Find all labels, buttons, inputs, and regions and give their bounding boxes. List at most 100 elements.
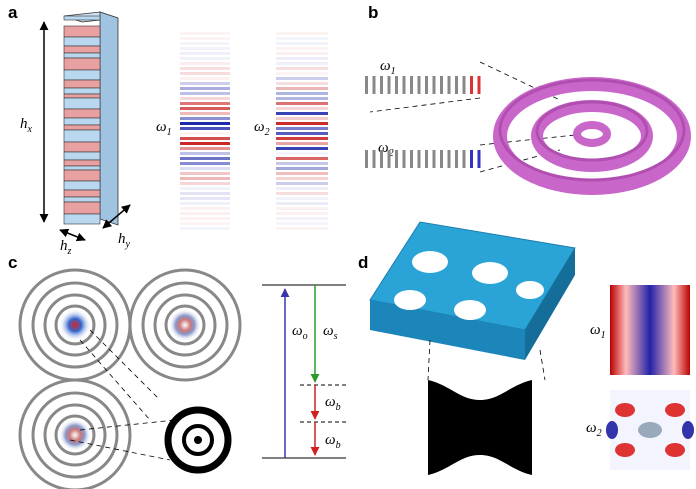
shape [180, 87, 230, 90]
shape [180, 152, 230, 155]
shape [64, 70, 100, 80]
shape [276, 117, 328, 120]
label: ωs [323, 323, 338, 342]
shape [276, 172, 328, 175]
shape [410, 76, 413, 94]
shape [440, 150, 443, 168]
shape [276, 222, 328, 225]
shape [276, 202, 328, 205]
shape [180, 57, 230, 60]
shape [180, 77, 230, 80]
shape [180, 142, 230, 145]
layer-stack [64, 12, 118, 225]
shape [64, 58, 100, 70]
shape [425, 150, 428, 168]
shape [180, 227, 230, 230]
shape [440, 76, 443, 94]
shape [180, 182, 230, 185]
crystal-slab [370, 222, 575, 360]
shape [276, 182, 328, 185]
shape [64, 37, 100, 46]
shape [276, 147, 328, 150]
unit-cell [428, 380, 532, 475]
shape [388, 76, 391, 94]
shape [64, 125, 100, 130]
shape [463, 76, 466, 94]
shape [180, 112, 230, 115]
shape [418, 76, 421, 94]
shape [64, 98, 100, 109]
shape [64, 53, 100, 58]
shape [276, 212, 328, 215]
shape [276, 67, 328, 70]
panel-label: a [8, 3, 18, 22]
shape [180, 42, 230, 45]
shape [276, 162, 328, 165]
shape [169, 309, 201, 341]
shape [180, 62, 230, 65]
shape [478, 76, 481, 94]
label: ω1 [590, 322, 606, 341]
shape [180, 157, 230, 160]
label: hx [20, 116, 33, 135]
shape [180, 217, 230, 220]
field-profile [180, 32, 230, 230]
field-profile [276, 32, 328, 230]
shape [433, 150, 436, 168]
shape [59, 309, 91, 341]
shape [180, 92, 230, 95]
barcode [365, 150, 481, 168]
shape [276, 72, 328, 75]
shape [180, 177, 230, 180]
shape [180, 187, 230, 190]
shape [180, 32, 230, 35]
shape [64, 88, 100, 94]
shape [180, 192, 230, 195]
shape [418, 150, 421, 168]
shape [59, 419, 91, 451]
shape [180, 47, 230, 50]
shape [180, 147, 230, 150]
shape [276, 127, 328, 130]
label: ωb [325, 432, 341, 451]
shape [64, 190, 100, 197]
shape [276, 192, 328, 195]
shape [276, 197, 328, 200]
shape [180, 167, 230, 170]
shape [276, 47, 328, 50]
shape [478, 150, 481, 168]
shape [64, 197, 100, 202]
shape [64, 94, 100, 98]
shape [180, 52, 230, 55]
shape [64, 202, 100, 214]
label: ωb [325, 394, 341, 413]
shape [180, 102, 230, 105]
shape [276, 152, 328, 155]
shape [180, 67, 230, 70]
shape [365, 150, 368, 168]
label: ωo [292, 323, 308, 342]
shape [180, 117, 230, 120]
shape [64, 130, 100, 142]
shape [180, 212, 230, 215]
shape [180, 197, 230, 200]
shape [448, 76, 451, 94]
shape [180, 137, 230, 140]
shape [276, 227, 328, 230]
shape [64, 109, 100, 118]
shape [276, 42, 328, 45]
label: ω2 [254, 119, 270, 138]
label: ω1 [156, 119, 172, 138]
shape [425, 76, 428, 94]
shape [276, 87, 328, 90]
shape [180, 202, 230, 205]
mode-pattern [194, 436, 202, 444]
shape [180, 132, 230, 135]
shape [180, 97, 230, 100]
label: ω1 [380, 58, 396, 77]
shape [64, 80, 100, 88]
shape [388, 150, 391, 168]
shape [276, 77, 328, 80]
shape [276, 122, 328, 125]
shape [64, 16, 100, 20]
